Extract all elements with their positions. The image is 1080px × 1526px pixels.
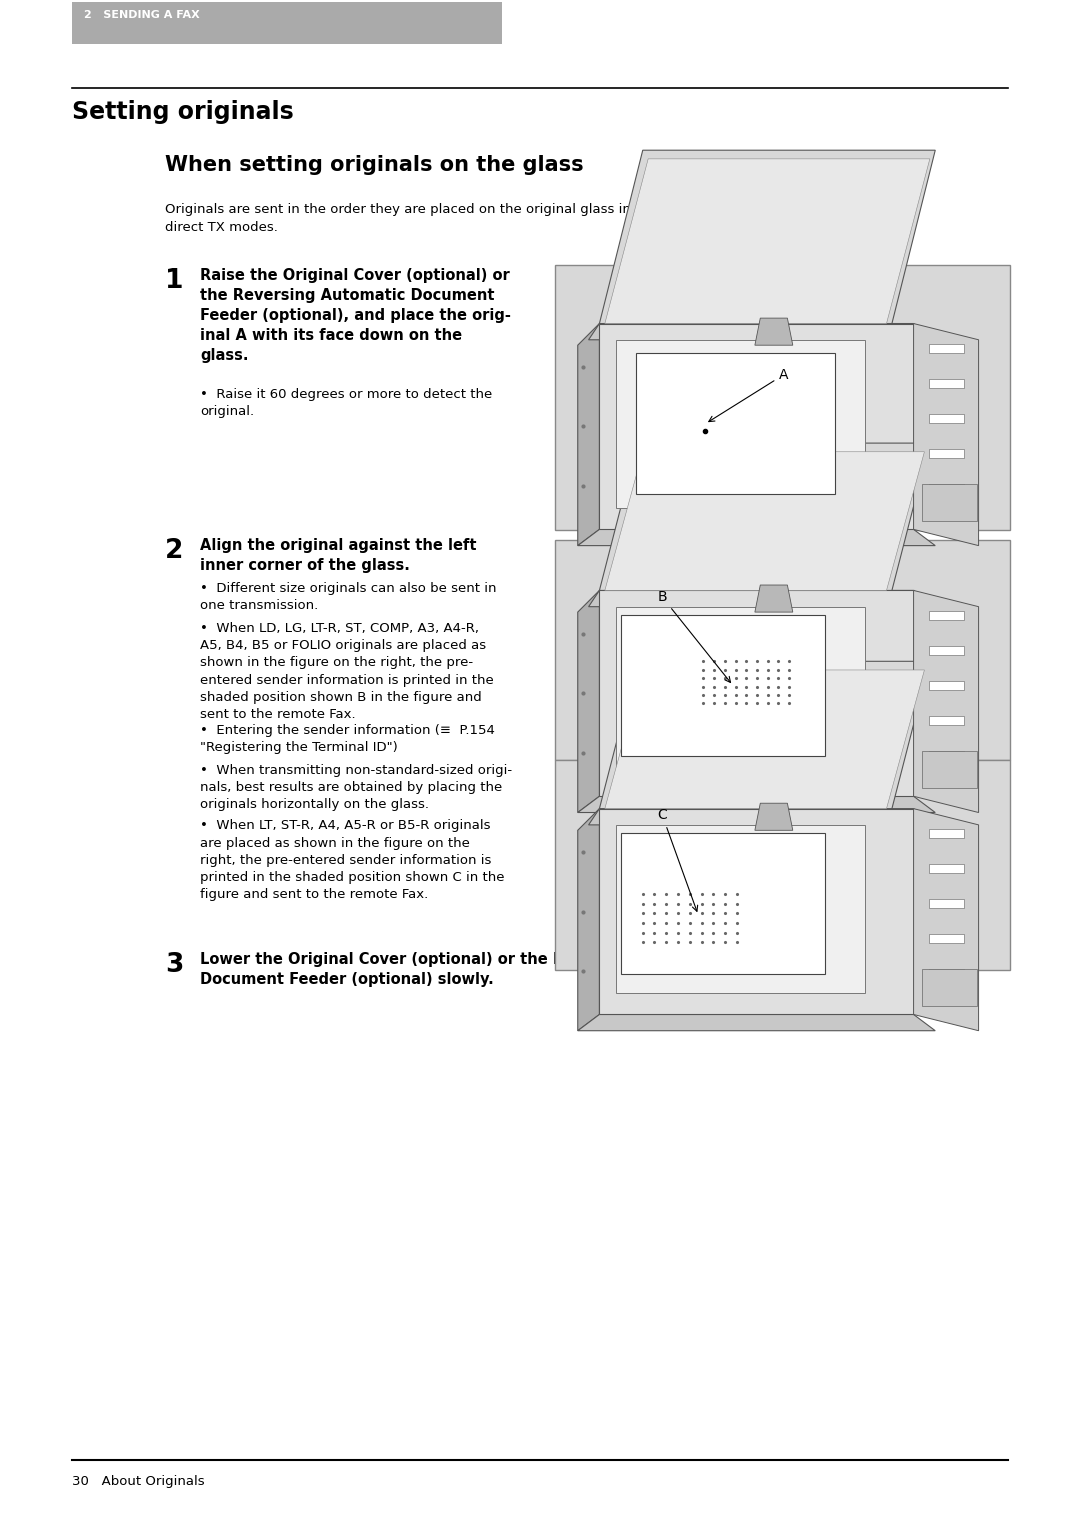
FancyBboxPatch shape (929, 899, 964, 908)
FancyBboxPatch shape (555, 540, 1010, 760)
FancyBboxPatch shape (929, 414, 964, 423)
Text: 3: 3 (165, 952, 184, 978)
Text: 2: 2 (165, 539, 184, 565)
FancyBboxPatch shape (72, 2, 502, 44)
FancyBboxPatch shape (929, 934, 964, 943)
Polygon shape (578, 530, 935, 546)
Polygon shape (589, 809, 935, 826)
FancyBboxPatch shape (929, 716, 964, 725)
Polygon shape (589, 324, 935, 340)
Polygon shape (599, 324, 914, 530)
Text: When setting originals on the glass: When setting originals on the glass (165, 156, 583, 175)
Polygon shape (599, 443, 930, 591)
FancyBboxPatch shape (616, 607, 865, 775)
FancyBboxPatch shape (929, 751, 964, 760)
Polygon shape (578, 809, 599, 1030)
FancyBboxPatch shape (929, 864, 964, 873)
Text: B: B (658, 591, 730, 682)
Text: •  Raise it 60 degrees or more to detect the
original.: • Raise it 60 degrees or more to detect … (200, 388, 492, 418)
FancyBboxPatch shape (929, 829, 964, 838)
Polygon shape (605, 159, 930, 324)
Polygon shape (578, 591, 599, 812)
Polygon shape (578, 797, 935, 812)
FancyBboxPatch shape (922, 969, 977, 1006)
FancyBboxPatch shape (929, 378, 964, 388)
FancyBboxPatch shape (922, 751, 977, 787)
Text: Align the original against the left
inner corner of the glass.: Align the original against the left inne… (200, 539, 476, 574)
FancyBboxPatch shape (929, 610, 964, 620)
Polygon shape (605, 670, 924, 809)
Polygon shape (755, 317, 793, 345)
Text: Raise the Original Cover (optional) or
the Reversing Automatic Document
Feeder (: Raise the Original Cover (optional) or t… (200, 269, 511, 363)
Text: 2   SENDING A FAX: 2 SENDING A FAX (84, 11, 200, 20)
Polygon shape (599, 591, 914, 797)
Polygon shape (589, 591, 935, 607)
Text: •  Entering the sender information (≡  P.154
"Registering the Terminal ID"): • Entering the sender information (≡ P.1… (200, 723, 495, 754)
Text: A: A (708, 368, 788, 421)
FancyBboxPatch shape (929, 969, 964, 978)
FancyBboxPatch shape (555, 760, 1010, 971)
FancyBboxPatch shape (929, 484, 964, 493)
FancyBboxPatch shape (929, 449, 964, 458)
Polygon shape (914, 324, 978, 546)
Text: •  When LT, ST-R, A4, A5-R or B5-R originals
are placed as shown in the figure o: • When LT, ST-R, A4, A5-R or B5-R origin… (200, 819, 504, 902)
FancyBboxPatch shape (636, 353, 835, 494)
Polygon shape (914, 809, 978, 1030)
Text: Lower the Original Cover (optional) or the Reversing Automatic
Document Feeder (: Lower the Original Cover (optional) or t… (200, 952, 726, 987)
Text: Originals are sent in the order they are placed on the original glass in both me: Originals are sent in the order they are… (165, 203, 777, 233)
FancyBboxPatch shape (929, 681, 964, 690)
FancyBboxPatch shape (621, 833, 825, 974)
Polygon shape (599, 150, 935, 324)
Text: Setting originals: Setting originals (72, 101, 294, 124)
FancyBboxPatch shape (922, 484, 977, 522)
Text: C: C (658, 809, 698, 911)
Polygon shape (914, 591, 978, 812)
Text: •  Different size originals can also be sent in
one transmission.: • Different size originals can also be s… (200, 581, 497, 612)
Polygon shape (755, 803, 793, 830)
Text: •  When transmitting non-standard-sized origi-
nals, best results are obtained b: • When transmitting non-standard-sized o… (200, 765, 512, 812)
Polygon shape (755, 584, 793, 612)
Text: •  When LD, LG, LT-R, ST, COMP, A3, A4-R,
A5, B4, B5 or FOLIO originals are plac: • When LD, LG, LT-R, ST, COMP, A3, A4-R,… (200, 623, 494, 720)
FancyBboxPatch shape (616, 340, 865, 508)
Polygon shape (578, 1015, 935, 1030)
FancyBboxPatch shape (616, 826, 865, 993)
FancyBboxPatch shape (621, 615, 825, 755)
Polygon shape (578, 324, 599, 546)
FancyBboxPatch shape (929, 345, 964, 353)
Text: 30   About Originals: 30 About Originals (72, 1476, 204, 1488)
Polygon shape (605, 452, 924, 591)
Text: 1: 1 (165, 269, 184, 295)
FancyBboxPatch shape (555, 266, 1010, 530)
Polygon shape (599, 661, 930, 809)
FancyBboxPatch shape (929, 645, 964, 655)
Polygon shape (599, 809, 914, 1015)
